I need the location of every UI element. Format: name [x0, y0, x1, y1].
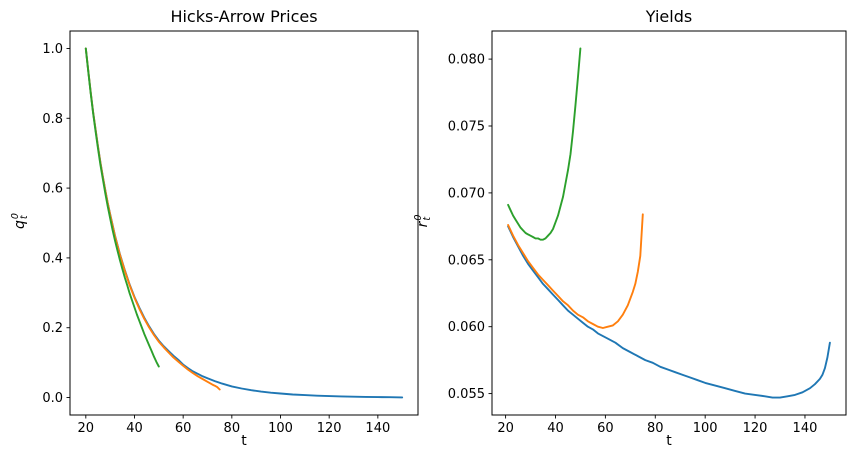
prices-x-tick-label: 80: [224, 421, 241, 436]
yields-y-tick-label: 0.060: [448, 320, 485, 335]
yields-x-tick-label: 100: [693, 421, 718, 436]
prices-x-tick-label: 40: [126, 421, 143, 436]
prices-spines: [69, 30, 419, 416]
yields-series-T75: [507, 213, 644, 329]
prices-series-T150: [84, 47, 404, 399]
yields-y-tick-label: 0.055: [448, 387, 485, 402]
yields-y-tick-label: 0.070: [448, 186, 485, 201]
prices-ylabel-sub: t: [19, 215, 30, 220]
yields-spines: [491, 30, 847, 416]
yields-x-tick-label: 60: [597, 421, 614, 436]
yields-axes: 20 40 60 80 100 120 140 0.055 0.060 0.065 0.070 0.0…: [448, 30, 847, 436]
prices-x-tick-label: 120: [317, 421, 342, 436]
prices-series-T50: [84, 47, 160, 368]
prices-ylabel-base: q: [12, 220, 28, 229]
yields-x-tick-label: 40: [547, 421, 564, 436]
prices-x-tick-label: 60: [175, 421, 192, 436]
yields-x-tick-label: 80: [647, 421, 664, 436]
prices-x-tick-label: 140: [365, 421, 390, 436]
prices-y-tick-label: 0.8: [42, 112, 63, 127]
yields-title: Yields: [645, 7, 693, 26]
prices-axes: 20 40 60 80 100 120 140 0.0 0.2 0.4 0.6 0.8 1.0: [42, 30, 419, 436]
yields-y-tick-label: 0.075: [448, 119, 485, 134]
prices-series-T75: [84, 47, 221, 391]
yields-ylabel-sub: t: [422, 216, 433, 221]
yields-x-tick-label: 20: [497, 421, 514, 436]
prices-y-tick-label: 0.2: [42, 321, 63, 336]
prices-x-tick-label: 100: [268, 421, 293, 436]
prices-x-tick-label: 20: [78, 421, 95, 436]
yields-y-tick-label: 0.080: [448, 53, 485, 68]
prices-xlabel: t: [241, 433, 247, 449]
yields-xlabel: t: [666, 433, 672, 449]
prices-y-tick-label: 0.4: [42, 251, 63, 266]
yields-x-tick-label: 120: [743, 421, 768, 436]
yields-series-T50: [507, 47, 582, 241]
yields-x-tick-label: 140: [793, 421, 818, 436]
prices-y-tick-label: 0.0: [42, 391, 63, 406]
prices-y-tick-label: 0.6: [42, 182, 63, 197]
yields-y-tick-label: 0.065: [448, 253, 485, 268]
yields-ylabel-base: r: [415, 221, 431, 228]
prices-y-tick-label: 1.0: [42, 42, 63, 57]
prices-title: Hicks-Arrow Prices: [170, 7, 318, 26]
yields-series-T150: [507, 225, 831, 399]
